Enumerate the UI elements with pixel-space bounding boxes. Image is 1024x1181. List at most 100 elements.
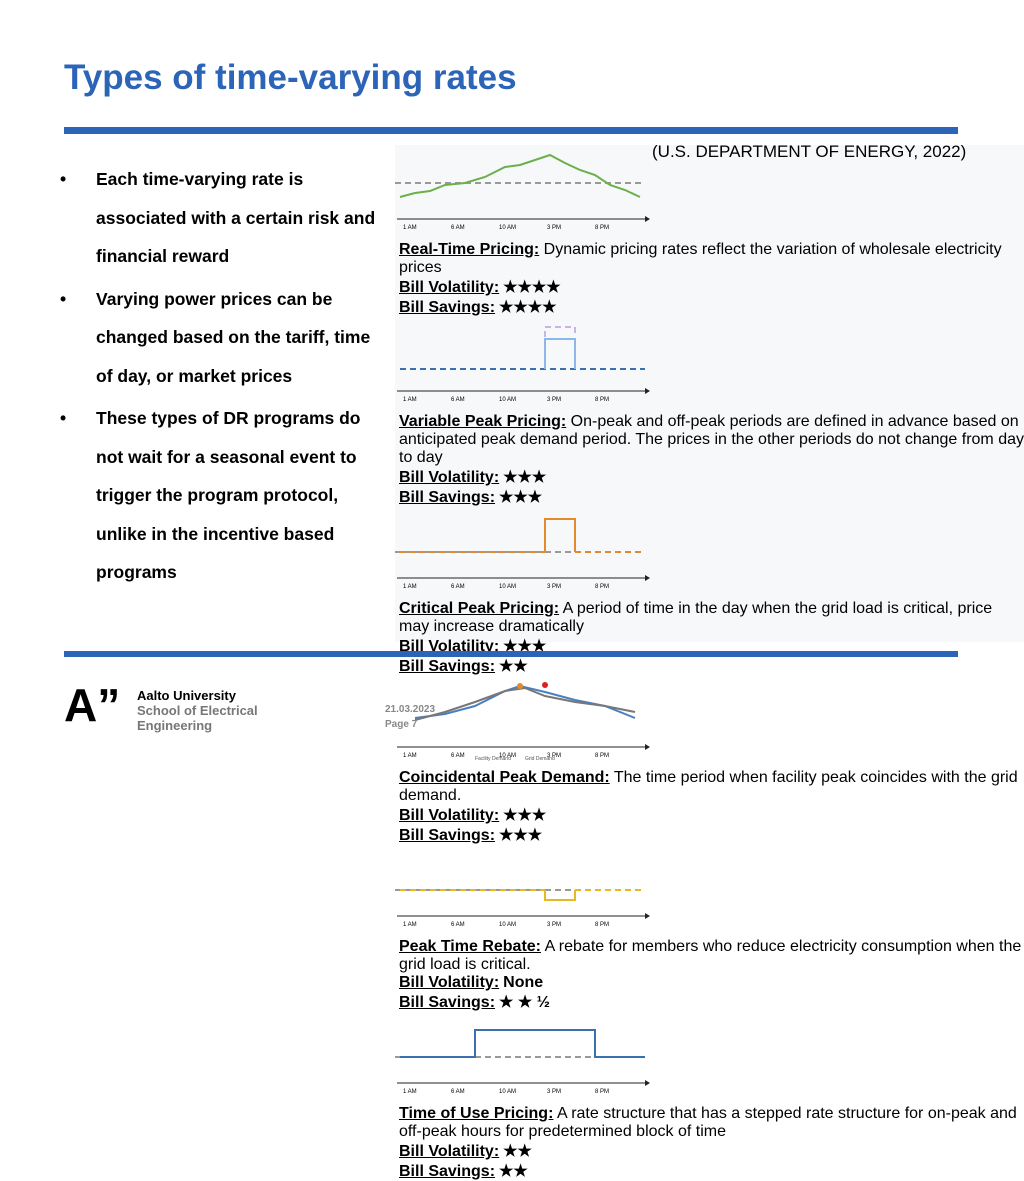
description: Critical Peak Pricing: A period of time … [395,600,1024,676]
legend-entry: Grid Demand [525,756,555,761]
chart-line [399,153,641,198]
rate-name: Time of Use Pricing: [399,1105,554,1122]
rating-value: ★ ★ ½ [499,994,550,1011]
mini-chart: 1 AM 6 AM 10 AM 3 PM 8 PM [395,889,650,928]
description: Coincidental Peak Demand: The time perio… [395,769,1024,845]
rating: Bill Savings: ★★★ [399,825,1024,845]
time-label: 6 AM [451,922,465,928]
time-label: 6 AM [451,584,465,590]
axis-arrow [645,913,650,919]
time-label: 10 AM [499,584,516,590]
rating: Bill Savings: ★★ [399,1161,1024,1181]
date: 21.03.2023 [385,704,436,715]
axis-arrow [645,744,650,750]
time-label: 6 AM [451,397,465,403]
rating: Bill Volatility: ★★★ [399,805,1024,825]
panel: 1 AM 6 AM 10 AM 3 PM 8 PM Variable Peak Prici… [395,317,1024,507]
time-label: 6 AM [451,753,465,759]
time-label: 8 PM [595,397,609,403]
title: Types of time-varying rates [64,58,517,97]
description: Peak Time Rebate: A rebate for members w… [395,938,1024,1012]
time-label: 8 PM [595,753,609,759]
time-label: 3 PM [547,584,561,590]
rate-name: Variable Peak Pricing: [399,413,567,430]
time-label: 3 PM [547,753,561,759]
mini-chart: 1 AM 6 AM 10 AM 3 PM 8 PM [395,518,650,590]
time-label: 10 AM [499,225,516,231]
bullet: These types of DR programs do not wait f… [60,399,390,592]
rate-name: Peak Time Rebate: [399,938,541,955]
peak-dot [517,683,523,689]
rating-value: ★★ [499,658,528,675]
rating: Bill Savings: ★★★★ [399,297,1024,317]
rating-value: ★★★ [503,469,547,486]
citation: (U.S. DEPARTMENT OF ENERGY, 2022) [652,142,967,161]
rating-label: Bill Savings: [399,1163,496,1180]
rating-label: Bill Volatility: [399,1143,500,1160]
rating-value: None [503,974,544,991]
time-label: 6 AM [451,225,465,231]
chart-line [414,686,636,721]
chart-line [414,684,636,719]
rate-text: A period of time in the day when the gri… [399,600,993,635]
rating-value: ★★ [503,1143,532,1160]
axis-arrow [645,388,650,394]
chart-line [544,518,576,552]
time-label: 1 AM [403,584,417,590]
axis-arrow [645,216,650,222]
time-label: 1 AM [403,1089,417,1095]
rating: Bill Volatility: None [399,974,1024,992]
bullet-list: Each time-varying rate is associated wit… [60,160,390,596]
panel: 1 AM 6 AM 10 AM 3 PM 8 PM Peak Time Rebate: A… [395,845,1024,1012]
time-label: 6 AM [451,1089,465,1095]
time-label: 8 PM [595,225,609,231]
chart-line [400,1029,645,1058]
time-label: 8 PM [595,922,609,928]
rating-label: Bill Volatility: [399,974,500,991]
rating-value: ★★ [499,1163,528,1180]
panel: 1 AM 6 AM 10 AM 3 PM 8 PM Facility Demand Grid… [395,676,1024,845]
rate-name: Coincidental Peak Demand: [399,769,610,786]
mini-chart: 1 AM 6 AM 10 AM 3 PM 8 PM [395,1029,650,1095]
panel: 1 AM 6 AM 10 AM 3 PM 8 PM Time of Use Pricing… [395,1012,1024,1181]
slide: Types of time-varying rates 1 AM 6 AM 10 A… [0,0,1024,768]
rating-value: ★★★ [503,807,547,824]
rating-value: ★★★★ [503,279,561,296]
rate-name: Real-Time Pricing: [399,241,540,258]
rating-value: ★★★ [503,638,547,655]
time-label: 3 PM [547,397,561,403]
rating-value: ★★★ [499,489,543,506]
rating-value: ★★★ [499,827,543,844]
rating-label: Bill Savings: [399,299,496,316]
time-label: 10 AM [499,397,516,403]
mini-chart: 1 AM 6 AM 10 AM 3 PM 8 PM Facility Demand Grid… [397,682,650,762]
time-label: 10 AM [499,753,516,759]
bullet: Each time-varying rate is associated wit… [60,160,390,276]
time-label: 10 AM [499,922,516,928]
time-label: 3 PM [547,922,561,928]
time-label: 8 PM [595,584,609,590]
description: Variable Peak Pricing: On-peak and off-p… [395,413,1024,507]
rating-label: Bill Volatility: [399,807,500,824]
rating: Bill Volatility: ★★ [399,1141,1024,1161]
time-label: 3 PM [547,1089,561,1095]
page-number: Page 7 [385,719,418,730]
panel: 1 AM 6 AM 10 AM 3 PM 8 PM Critical Peak Prici… [395,507,1024,676]
top-rule [64,127,958,134]
rating-label: Bill Savings: [399,489,496,506]
peak-dot [542,682,548,688]
rating-label: Bill Volatility: [399,638,500,655]
rating: Bill Savings: ★★★ [399,487,1024,507]
bottom-rule [64,651,958,657]
legend-entry: Facility Demand [475,756,511,761]
figure: 1 AM 6 AM 10 AM 3 PM 8 PM Real-Time Pricing: … [395,145,1024,1180]
time-label: 1 AM [403,753,417,759]
org: Aalto University [137,688,236,703]
rating: Bill Savings: ★★ [399,656,1024,676]
school: School of Electrical Engineering [137,703,258,733]
bullet: Varying power prices can be changed base… [60,280,390,396]
description: Real-Time Pricing: Dynamic pricing rates… [395,241,1024,317]
axis-arrow [645,575,650,581]
time-label: 1 AM [403,922,417,928]
time-label: 8 PM [595,1089,609,1095]
